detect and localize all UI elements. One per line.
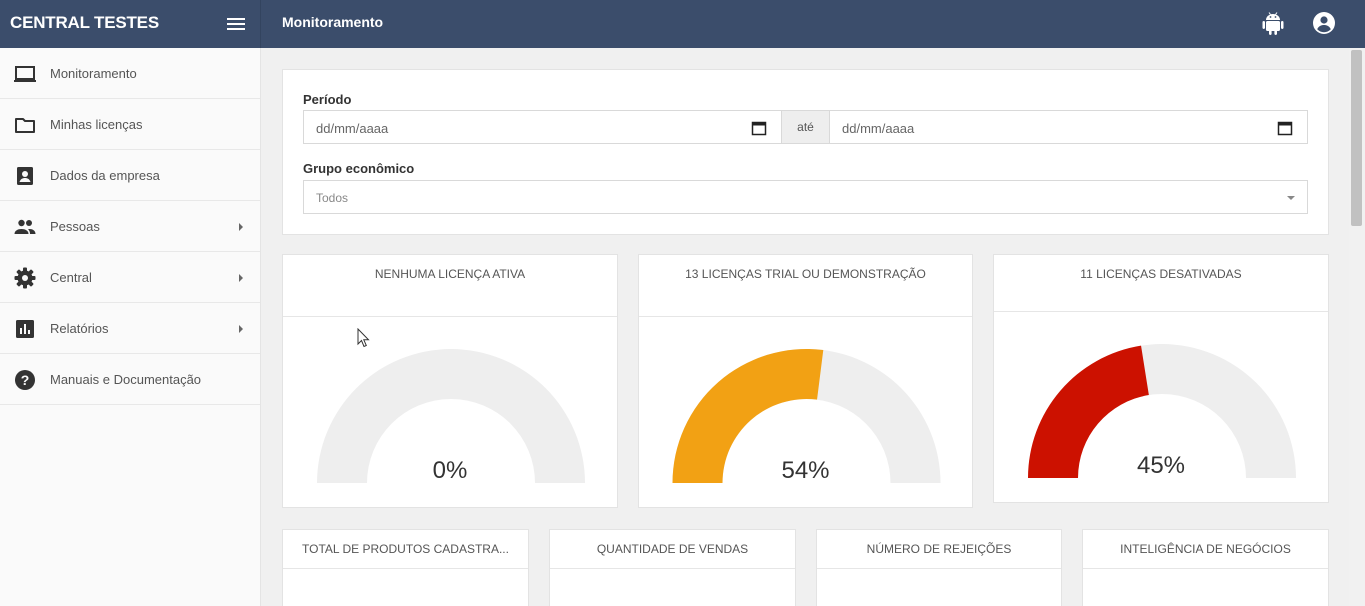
sidebar-item-relatorios[interactable]: Relatórios — [0, 303, 260, 354]
gauge-card-title: NENHUMA LICENÇA ATIVA — [283, 255, 617, 317]
gauge-fill — [1028, 345, 1149, 478]
gauge-card-title: 11 LICENÇAS DESATIVADAS — [994, 255, 1328, 312]
sidebar-item-monitoramento[interactable]: Monitoramento — [0, 48, 260, 99]
card-total-produtos: TOTAL DE PRODUTOS CADASTRA... — [282, 529, 529, 606]
folder-icon — [15, 118, 35, 133]
gauge-card-disabled: 11 LICENÇAS DESATIVADAS 45% — [993, 254, 1329, 503]
group-select-value: Todos — [316, 191, 349, 205]
sidebar-item-label: Manuais e Documentação — [50, 372, 202, 387]
gauge-track — [317, 349, 585, 483]
date-from-input[interactable]: dd/mm/aaaa — [303, 110, 782, 144]
gauge-percent: 45% — [1136, 452, 1186, 479]
chevron-right-icon — [239, 325, 243, 333]
page-title: Monitoramento — [282, 14, 384, 30]
gauge-chart — [672, 348, 941, 483]
sidebar-item-label: Minhas licenças — [50, 117, 143, 132]
gauge-percent: 0% — [432, 457, 468, 484]
card-title: INTELIGÊNCIA DE NEGÓCIOS — [1083, 530, 1328, 569]
gauge-chart — [317, 349, 585, 483]
period-label: Período — [303, 92, 352, 107]
svg-text:?: ? — [21, 372, 30, 388]
gear-icon — [14, 267, 36, 289]
card-title: QUANTIDADE DE VENDAS — [550, 530, 795, 569]
sidebar-item-central[interactable]: Central — [0, 252, 260, 303]
brand-title: CENTRAL TESTES — [10, 13, 159, 32]
people-icon — [14, 219, 36, 234]
group-select[interactable]: Todos — [303, 180, 1308, 214]
sidebar-item-label: Monitoramento — [50, 66, 137, 81]
contact-card-icon — [17, 167, 33, 185]
page-scrollbar[interactable] — [1349, 48, 1365, 606]
chevron-right-icon — [239, 274, 243, 282]
brand-area: CENTRAL TESTES — [0, 0, 261, 48]
card-inteligencia-negocios: INTELIGÊNCIA DE NEGÓCIOS — [1082, 529, 1329, 606]
sidebar-item-label: Pessoas — [50, 219, 100, 234]
gauge-percent: 54% — [781, 457, 830, 484]
sidebar-item-label: Central — [50, 270, 92, 285]
sidebar-item-label: Dados da empresa — [50, 168, 160, 183]
calendar-icon[interactable] — [751, 120, 767, 136]
android-icon[interactable] — [1261, 11, 1285, 37]
hamburger-menu-icon[interactable] — [226, 14, 246, 34]
card-title: NÚMERO DE REJEIÇÕES — [817, 530, 1061, 569]
calendar-icon[interactable] — [1277, 120, 1293, 136]
top-bar: CENTRAL TESTES Monitoramento — [0, 0, 1365, 48]
chevron-down-icon — [1287, 196, 1295, 200]
sidebar-item-dados-da-empresa[interactable]: Dados da empresa — [0, 150, 260, 201]
chevron-right-icon — [239, 223, 243, 231]
gauge-card-active: NENHUMA LICENÇA ATIVA 0% — [282, 254, 618, 508]
sidebar-item-pessoas[interactable]: Pessoas — [0, 201, 260, 252]
sidebar-item-label: Relatórios — [50, 321, 109, 336]
gauge-card-title: 13 LICENÇAS TRIAL OU DEMONSTRAÇÃO — [639, 255, 972, 317]
sidebar-item-manuais[interactable]: ? Manuais e Documentação — [0, 354, 260, 405]
account-circle-icon[interactable] — [1312, 11, 1336, 35]
group-label: Grupo econômico — [303, 161, 415, 176]
date-to-input[interactable]: dd/mm/aaaa — [829, 110, 1308, 144]
date-to-placeholder: dd/mm/aaaa — [842, 121, 915, 136]
laptop-icon — [14, 66, 36, 82]
bar-chart-icon — [16, 320, 34, 338]
sidebar: Monitoramento Minhas licenças Dados da e… — [0, 48, 261, 606]
date-from-placeholder: dd/mm/aaaa — [316, 121, 389, 136]
scrollbar-thumb[interactable] — [1351, 50, 1362, 226]
card-title: TOTAL DE PRODUTOS CADASTRA... — [283, 530, 528, 569]
gauge-card-trial: 13 LICENÇAS TRIAL OU DEMONSTRAÇÃO 54% — [638, 254, 973, 508]
sidebar-item-minhas-licencas[interactable]: Minhas licenças — [0, 99, 260, 150]
until-label: até — [782, 110, 829, 144]
gauge-fill — [672, 348, 824, 483]
card-numero-rejeicoes: NÚMERO DE REJEIÇÕES — [816, 529, 1062, 606]
gauge-chart — [1028, 344, 1296, 478]
help-icon: ? — [15, 370, 35, 390]
mouse-cursor-icon — [357, 328, 370, 348]
card-quantidade-vendas: QUANTIDADE DE VENDAS — [549, 529, 796, 606]
filter-panel: Período dd/mm/aaaa até dd/mm/aaaa Grupo … — [282, 69, 1329, 235]
